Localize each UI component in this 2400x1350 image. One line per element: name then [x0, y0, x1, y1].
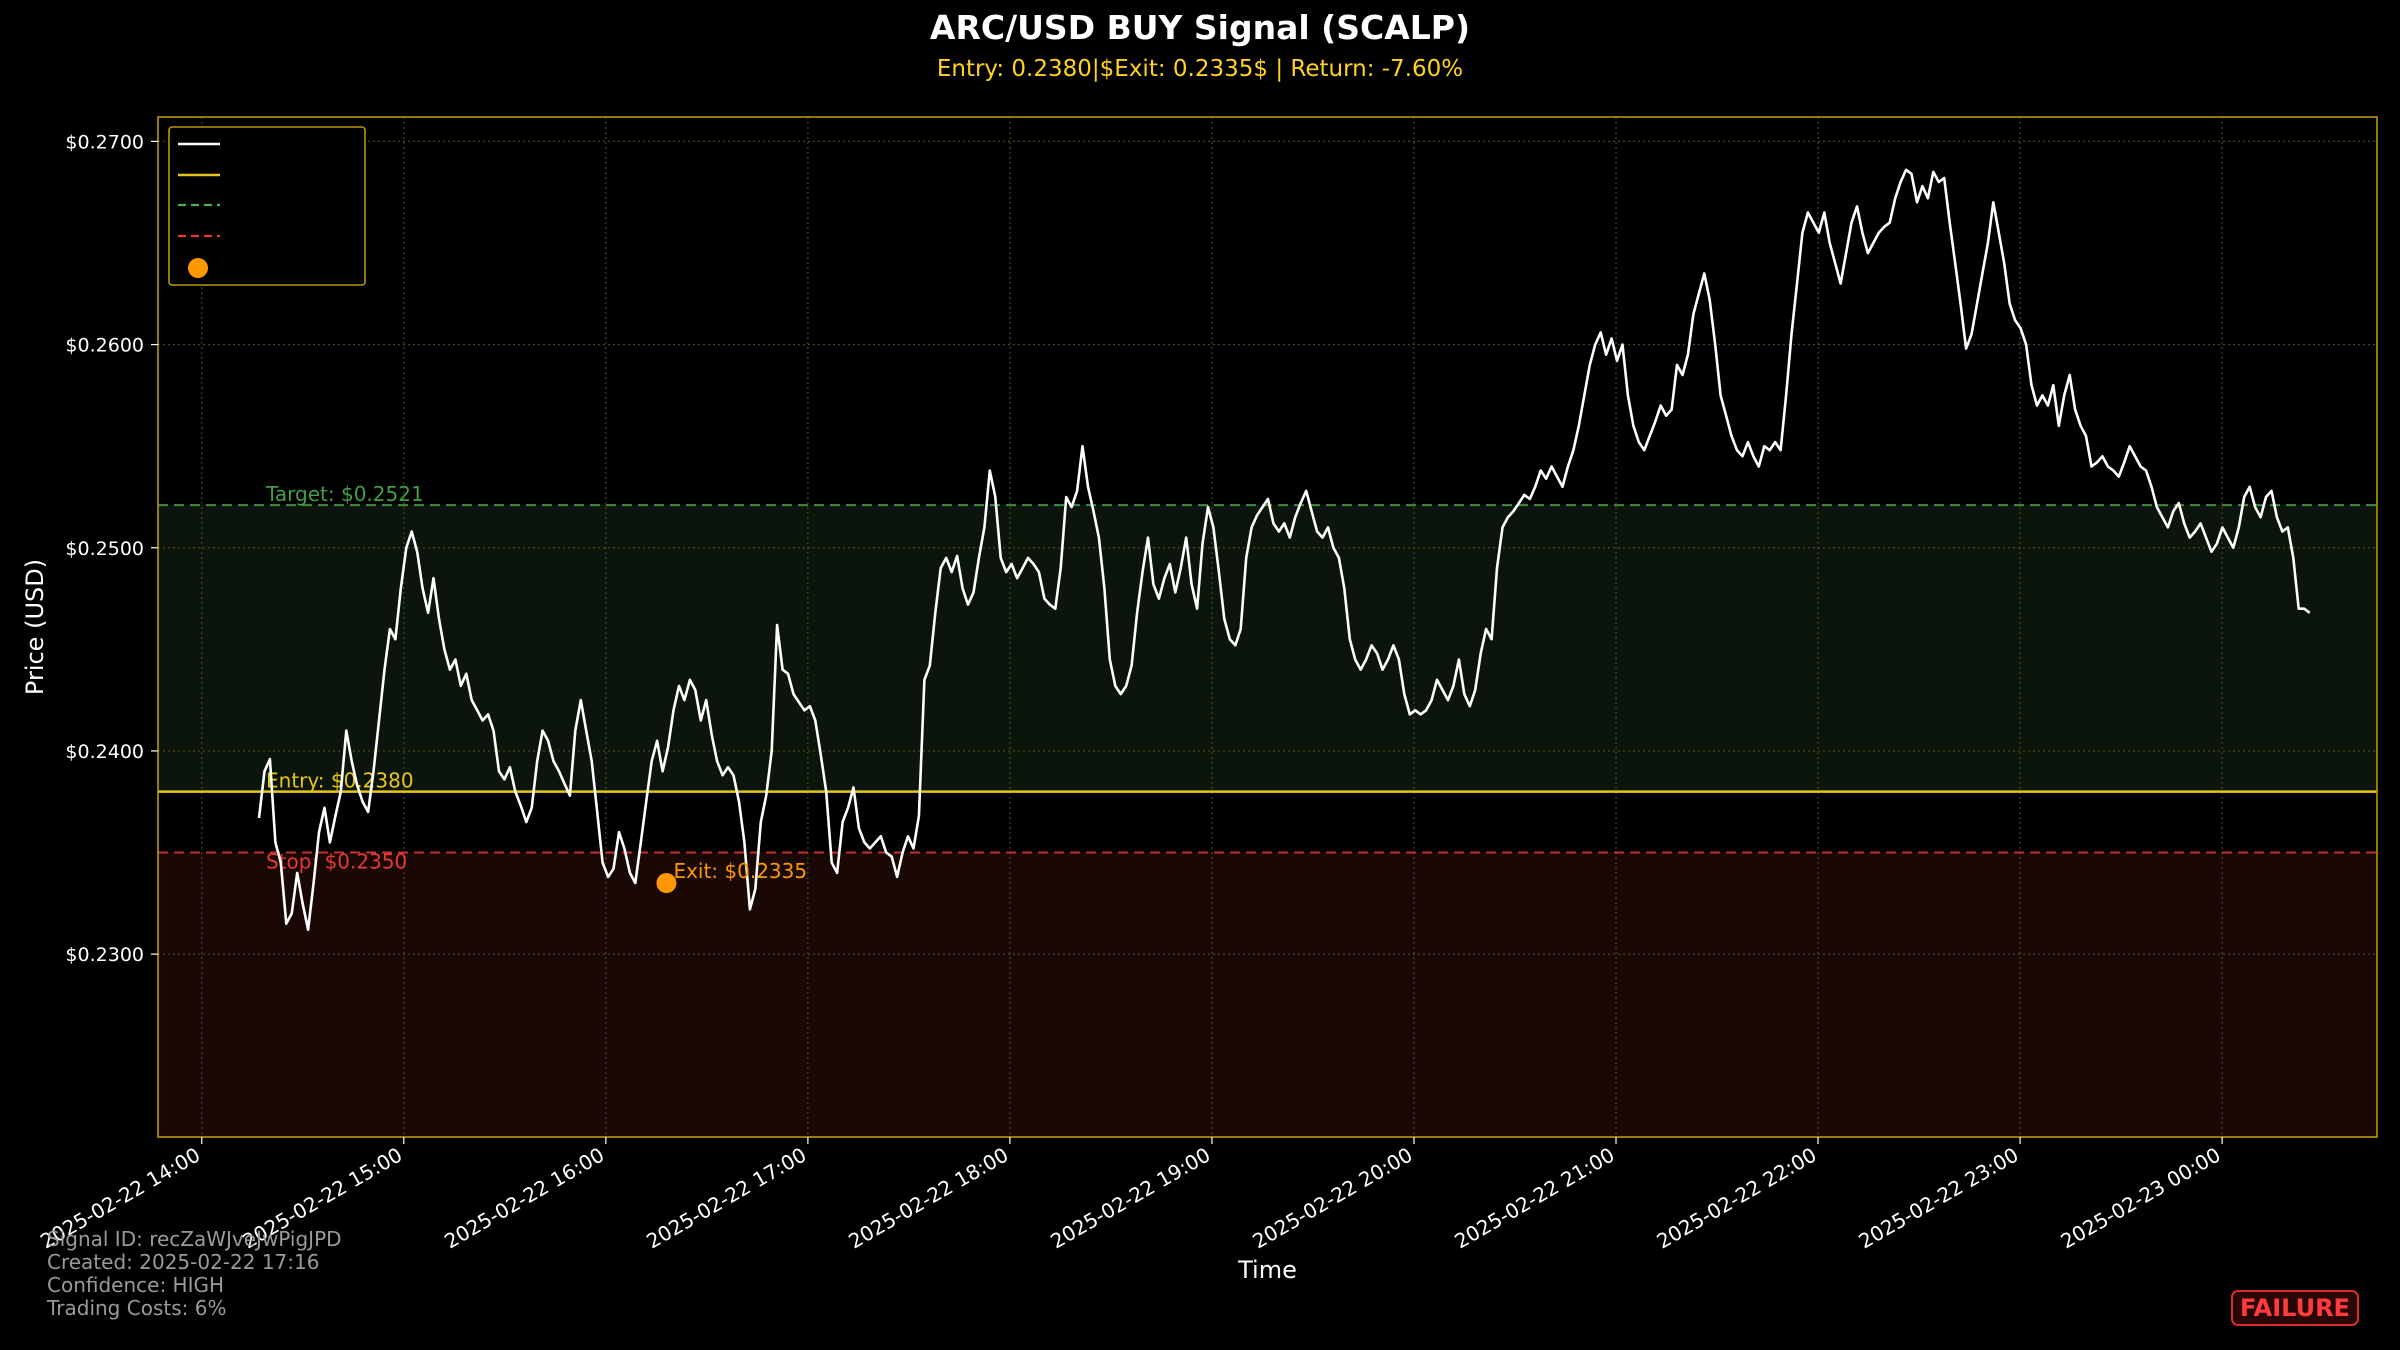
chart-subtitle: Entry: 0.2380|$Exit: 0.2335$ | Return: -… — [936, 56, 1464, 82]
exit-marker — [656, 873, 677, 894]
legend-exit-swatch — [188, 258, 208, 278]
y-tick-label: $0.2400 — [65, 741, 144, 763]
signal-info: Signal ID: recZaWJveJwPigJPD Created: 20… — [47, 1228, 342, 1320]
failure-badge: FAILURE — [2231, 1290, 2359, 1326]
x-tick-label: 2025-02-22 19:00 — [1046, 1143, 1214, 1254]
confidence-level: Confidence: HIGH — [47, 1273, 225, 1297]
y-tick-label: $0.2500 — [65, 538, 144, 560]
price-line — [257, 168, 2311, 932]
created-date: Created: 2025-02-22 17:16 — [47, 1250, 320, 1274]
y-axis-label: Price (USD) — [21, 559, 49, 695]
y-tick-label: $0.2600 — [65, 335, 144, 357]
x-tick-label: 2025-02-22 16:00 — [440, 1143, 608, 1254]
stop-zone — [158, 852, 2377, 1137]
legend-box — [168, 126, 366, 286]
exit-label: Exit: $0.2335 — [673, 859, 807, 883]
y-tick-label: $0.2700 — [65, 131, 144, 153]
x-tick-label: 2025-02-22 23:00 — [1854, 1143, 2022, 1254]
target-label: Target: $0.2521 — [265, 482, 424, 506]
x-tick-label: 2025-02-22 22:00 — [1652, 1143, 1820, 1254]
plot-frame — [157, 116, 2378, 1138]
stop-label: Stop: $0.2350 — [266, 850, 407, 874]
signal-id: Signal ID: recZaWJveJwPigJPD — [47, 1227, 342, 1251]
x-axis-label: Time — [1237, 1256, 1297, 1284]
x-tick-label: 2025-02-22 21:00 — [1450, 1143, 1618, 1254]
trading-costs: Trading Costs: 6% — [47, 1296, 227, 1320]
x-tick-label: 2025-02-23 00:00 — [2057, 1143, 2225, 1254]
x-tick-label: 2025-02-22 17:00 — [642, 1143, 810, 1254]
x-tick-label: 2025-02-22 20:00 — [1248, 1143, 1416, 1254]
chart-title: ARC/USD BUY Signal (SCALP) — [929, 8, 1471, 47]
target-zone — [158, 505, 2377, 792]
y-tick-label: $0.2300 — [65, 944, 144, 966]
x-tick-label: 2025-02-22 18:00 — [844, 1143, 1012, 1254]
